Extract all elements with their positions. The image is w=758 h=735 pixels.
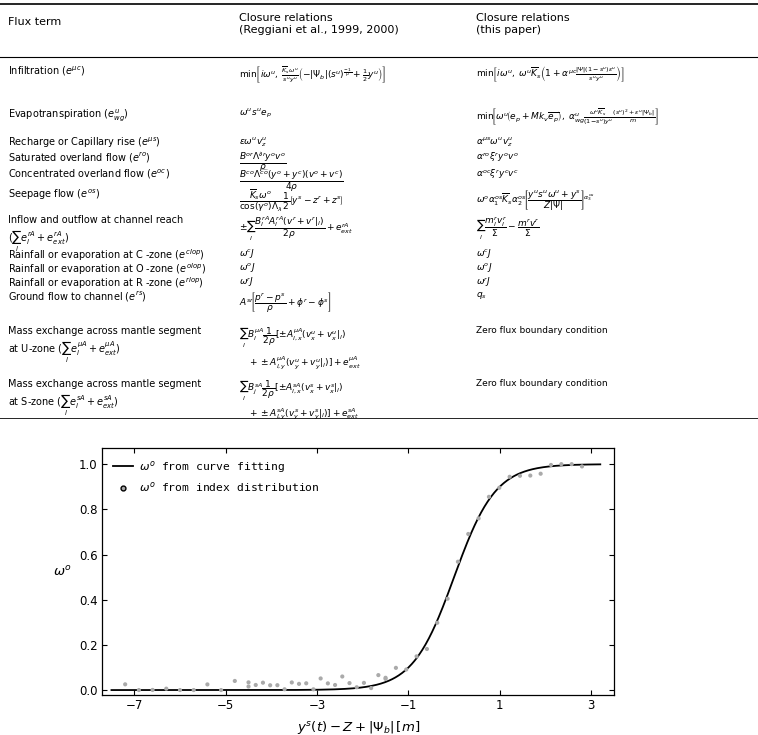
Text: $\omega^o J$: $\omega^o J$ bbox=[239, 261, 255, 274]
Point bbox=[343, 677, 356, 689]
Point bbox=[188, 684, 200, 696]
Point bbox=[229, 675, 241, 686]
Text: Flux term: Flux term bbox=[8, 17, 61, 26]
Point bbox=[337, 670, 349, 682]
Point bbox=[472, 512, 484, 524]
Text: $\omega^r J$: $\omega^r J$ bbox=[476, 275, 491, 289]
Point bbox=[534, 468, 547, 480]
Point bbox=[514, 470, 526, 481]
Text: Mass exchange across mantle segment
at S-zone ($\sum_l e_l^{sA}+e^{sA}_{ext}$): Mass exchange across mantle segment at S… bbox=[8, 379, 201, 418]
Point bbox=[264, 679, 276, 691]
Point bbox=[358, 677, 370, 689]
Text: $\omega^o\alpha_1^{os}\overline{K}_s\alpha_2^{os}\!\left[\dfrac{y^u s^u\omega^u+: $\omega^o\alpha_1^{os}\overline{K}_s\alp… bbox=[476, 187, 595, 212]
Point bbox=[390, 662, 402, 674]
Point bbox=[160, 683, 172, 695]
Point bbox=[257, 677, 269, 689]
Text: $\sum_l B_l^{\mu A}\dfrac{1}{2\rho}[\pm A^{\mu A}_{l,x}(v^u_x+v^u_x|_l)$
$\quad+: $\sum_l B_l^{\mu A}\dfrac{1}{2\rho}[\pm … bbox=[239, 326, 361, 371]
Legend: $\omega^o$ from curve fitting, $\omega^o$ from index distribution: $\omega^o$ from curve fitting, $\omega^o… bbox=[108, 454, 324, 499]
Text: Seepage flow ($e^{os}$): Seepage flow ($e^{os}$) bbox=[8, 187, 99, 202]
Point bbox=[146, 684, 158, 696]
Point bbox=[545, 459, 557, 471]
Point bbox=[452, 556, 464, 567]
Text: Ground flow to channel ($e^{rs}$): Ground flow to channel ($e^{rs}$) bbox=[8, 290, 146, 304]
Text: Zero flux boundary condition: Zero flux boundary condition bbox=[476, 379, 608, 388]
Text: $\dfrac{\overline{K}_s\omega^o}{\cos(\gamma^o)\Lambda_\lambda}\dfrac{1}{2}\left[: $\dfrac{\overline{K}_s\omega^o}{\cos(\ga… bbox=[239, 187, 343, 214]
Point bbox=[315, 673, 327, 684]
Text: $q_s$: $q_s$ bbox=[476, 290, 487, 301]
Point bbox=[322, 678, 334, 689]
Text: Zero flux boundary condition: Zero flux boundary condition bbox=[476, 326, 608, 335]
Text: Infiltration ($e^{\mu c}$): Infiltration ($e^{\mu c}$) bbox=[8, 65, 85, 79]
X-axis label: $y^s(t)-Z+|\Psi_b|\,[m]$: $y^s(t)-Z+|\Psi_b|\,[m]$ bbox=[296, 720, 420, 735]
Text: Closure relations
(Reggiani et al., 1999, 2000): Closure relations (Reggiani et al., 1999… bbox=[239, 12, 399, 35]
Text: $\omega^c J$: $\omega^c J$ bbox=[239, 247, 255, 260]
Point bbox=[202, 678, 214, 690]
Point bbox=[565, 459, 578, 470]
Text: $\alpha^{oc}\xi^r y^c v^c$: $\alpha^{oc}\xi^r y^c v^c$ bbox=[476, 168, 519, 182]
Text: Closure relations
(this paper): Closure relations (this paper) bbox=[476, 12, 570, 35]
Text: $\omega^u s^u e_p$: $\omega^u s^u e_p$ bbox=[239, 107, 271, 120]
Text: $A^{sr}\!\left[\dfrac{p^r-p^s}{\rho}+\phi^r-\phi^s\right]$: $A^{sr}\!\left[\dfrac{p^r-p^s}{\rho}+\ph… bbox=[239, 290, 331, 314]
Point bbox=[380, 672, 392, 684]
Text: $\pm\sum_l\dfrac{B_l^{rA}A_l^{rA}(v^r+v^r|_l)}{2\rho}+e^{rA}_{ext}$: $\pm\sum_l\dfrac{B_l^{rA}A_l^{rA}(v^r+v^… bbox=[239, 215, 353, 243]
Point bbox=[441, 593, 453, 605]
Text: $\omega^r J$: $\omega^r J$ bbox=[239, 275, 254, 289]
Text: Recharge or Capillary rise ($e^{\mu s}$): Recharge or Capillary rise ($e^{\mu s}$) bbox=[8, 135, 161, 150]
Point bbox=[503, 471, 515, 483]
Text: Mass exchange across mantle segment
at U-zone ($\sum_l e_l^{\mu A}+e^{\mu A}_{ex: Mass exchange across mantle segment at U… bbox=[8, 326, 201, 365]
Text: Evapotranspiration ($e^u_{wg}$): Evapotranspiration ($e^u_{wg}$) bbox=[8, 107, 128, 123]
Text: Saturated overland flow ($e^{ro}$): Saturated overland flow ($e^{ro}$) bbox=[8, 151, 150, 165]
Text: $\alpha^{\mu s}\omega^u v_z^u$: $\alpha^{\mu s}\omega^u v_z^u$ bbox=[476, 135, 514, 148]
Point bbox=[278, 684, 290, 695]
Text: $\varepsilon\omega^u v_z^u$: $\varepsilon\omega^u v_z^u$ bbox=[239, 135, 268, 148]
Point bbox=[293, 678, 305, 689]
Text: $\omega^c J$: $\omega^c J$ bbox=[476, 247, 492, 260]
Point bbox=[556, 459, 568, 470]
Point bbox=[215, 684, 227, 696]
Point bbox=[462, 528, 475, 540]
Text: $\alpha^{ro}\xi^r y^o v^o$: $\alpha^{ro}\xi^r y^o v^o$ bbox=[476, 151, 518, 164]
Point bbox=[365, 682, 377, 694]
Point bbox=[300, 678, 312, 689]
Point bbox=[431, 617, 443, 628]
Point bbox=[271, 679, 283, 691]
Point bbox=[411, 650, 423, 662]
Text: $\omega^o J$: $\omega^o J$ bbox=[476, 261, 493, 274]
Point bbox=[174, 684, 186, 696]
Point bbox=[483, 491, 495, 503]
Point bbox=[372, 670, 384, 681]
Text: $\dfrac{B^{co}\Lambda^{\widehat{co}}(y^o+y^c)(v^o+v^c)}{4\rho}$: $\dfrac{B^{co}\Lambda^{\widehat{co}}(y^o… bbox=[239, 168, 343, 194]
Text: Rainfall or evaporation at O -zone ($e^{oIop}$): Rainfall or evaporation at O -zone ($e^{… bbox=[8, 261, 205, 277]
Point bbox=[329, 679, 341, 691]
Point bbox=[119, 678, 131, 690]
Text: Inflow and outflow at channel reach
($\sum_l e_l^{rA}+e^{rA}_{ext}$): Inflow and outflow at channel reach ($\s… bbox=[8, 215, 183, 254]
Text: $\mathrm{min}\left[i\omega^u,\; \frac{\overline{K}_s\omega^u}{s^u y^u}\left(-|\P: $\mathrm{min}\left[i\omega^u,\; \frac{\o… bbox=[239, 65, 386, 85]
Point bbox=[525, 470, 537, 481]
Point bbox=[576, 461, 588, 473]
Point bbox=[308, 684, 320, 695]
Point bbox=[351, 681, 363, 693]
Point bbox=[243, 676, 255, 688]
Text: $\mathrm{min}\!\left[\omega^u\!\left(e_p+Mk_v\overline{e_p}\right),\;\alpha^u_{w: $\mathrm{min}\!\left[\omega^u\!\left(e_p… bbox=[476, 107, 659, 127]
Text: Concentrated overland flow ($e^{oc}$): Concentrated overland flow ($e^{oc}$) bbox=[8, 168, 170, 181]
Text: $\sum_l\dfrac{m_l^r v_l^r}{\Sigma}-\dfrac{m^r v^r}{\Sigma}$: $\sum_l\dfrac{m_l^r v_l^r}{\Sigma}-\dfra… bbox=[476, 215, 540, 243]
Text: $\mathrm{min}\left[i\omega^u,\; \omega^u\overline{K}_s\left(1+\alpha^{\mu c}\fra: $\mathrm{min}\left[i\omega^u,\; \omega^u… bbox=[476, 65, 625, 85]
Point bbox=[380, 673, 392, 685]
Text: $\dfrac{B^{or}\Lambda^{\partial r}y^o v^o}{\rho}$: $\dfrac{B^{or}\Lambda^{\partial r}y^o v^… bbox=[239, 151, 287, 174]
Text: Rainfall or evaporation at R -zone ($e^{rIop}$): Rainfall or evaporation at R -zone ($e^{… bbox=[8, 275, 203, 290]
Point bbox=[493, 482, 506, 494]
Point bbox=[400, 664, 412, 675]
Point bbox=[243, 681, 255, 692]
Point bbox=[249, 679, 262, 691]
Point bbox=[133, 684, 145, 696]
Text: $\sum_l B_j^{sA}\dfrac{1}{2\rho}[\pm A^{sA}_{l,x}(v^s_x+v^s_x|_l)$
$\quad+\pm A^: $\sum_l B_j^{sA}\dfrac{1}{2\rho}[\pm A^{… bbox=[239, 379, 359, 423]
Y-axis label: $\omega^o$: $\omega^o$ bbox=[53, 564, 71, 578]
Point bbox=[421, 643, 433, 655]
Point bbox=[286, 676, 298, 688]
Text: Rainfall or evaporation at C -zone ($e^{cIop}$): Rainfall or evaporation at C -zone ($e^{… bbox=[8, 247, 205, 263]
